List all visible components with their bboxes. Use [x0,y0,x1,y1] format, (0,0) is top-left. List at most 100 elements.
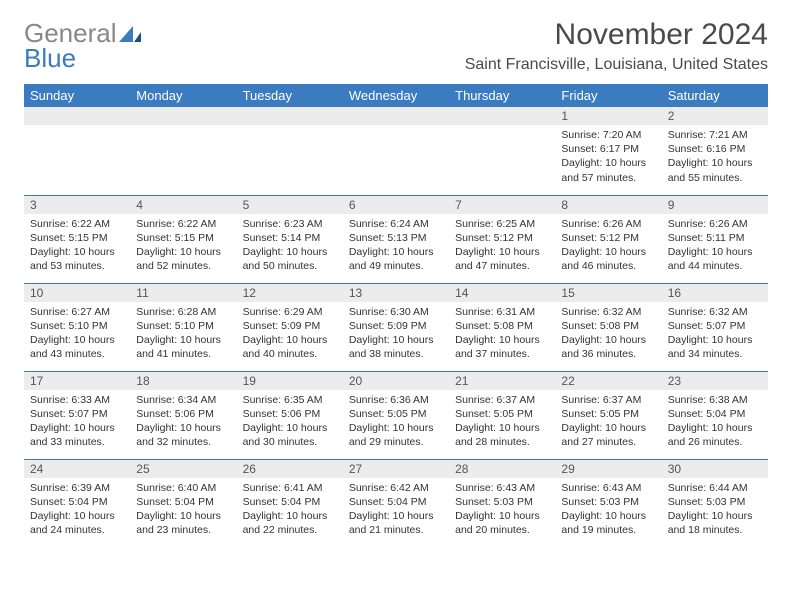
location-text: Saint Francisville, Louisiana, United St… [465,56,768,74]
day-number: 25 [130,460,236,478]
day-number: 20 [343,372,449,390]
calendar-cell: 28Sunrise: 6:43 AMSunset: 5:03 PMDayligh… [449,459,555,547]
calendar-week-row: 1Sunrise: 7:20 AMSunset: 6:17 PMDaylight… [24,107,768,195]
day-details: Sunrise: 7:20 AMSunset: 6:17 PMDaylight:… [555,125,661,188]
calendar-cell: 12Sunrise: 6:29 AMSunset: 5:09 PMDayligh… [237,283,343,371]
day-details: Sunrise: 6:28 AMSunset: 5:10 PMDaylight:… [130,302,236,365]
calendar-cell: 17Sunrise: 6:33 AMSunset: 5:07 PMDayligh… [24,371,130,459]
weekday-header: Wednesday [343,84,449,107]
calendar-cell: 26Sunrise: 6:41 AMSunset: 5:04 PMDayligh… [237,459,343,547]
day-number: 11 [130,284,236,302]
weekday-header: Sunday [24,84,130,107]
day-details: Sunrise: 6:22 AMSunset: 5:15 PMDaylight:… [24,214,130,277]
day-number: 3 [24,196,130,214]
day-details: Sunrise: 6:26 AMSunset: 5:11 PMDaylight:… [662,214,768,277]
day-number: 1 [555,107,661,125]
calendar-cell: 1Sunrise: 7:20 AMSunset: 6:17 PMDaylight… [555,107,661,195]
calendar-cell: 13Sunrise: 6:30 AMSunset: 5:09 PMDayligh… [343,283,449,371]
day-details: Sunrise: 6:31 AMSunset: 5:08 PMDaylight:… [449,302,555,365]
day-details: Sunrise: 6:34 AMSunset: 5:06 PMDaylight:… [130,390,236,453]
day-details: Sunrise: 6:30 AMSunset: 5:09 PMDaylight:… [343,302,449,365]
day-number-empty [343,107,449,125]
day-details: Sunrise: 6:25 AMSunset: 5:12 PMDaylight:… [449,214,555,277]
calendar-cell [343,107,449,195]
day-details: Sunrise: 7:21 AMSunset: 6:16 PMDaylight:… [662,125,768,188]
weekday-header: Tuesday [237,84,343,107]
calendar-cell: 25Sunrise: 6:40 AMSunset: 5:04 PMDayligh… [130,459,236,547]
day-details: Sunrise: 6:23 AMSunset: 5:14 PMDaylight:… [237,214,343,277]
calendar-cell: 15Sunrise: 6:32 AMSunset: 5:08 PMDayligh… [555,283,661,371]
calendar-week-row: 17Sunrise: 6:33 AMSunset: 5:07 PMDayligh… [24,371,768,459]
calendar-cell: 5Sunrise: 6:23 AMSunset: 5:14 PMDaylight… [237,195,343,283]
day-number: 5 [237,196,343,214]
day-number: 30 [662,460,768,478]
calendar-cell [24,107,130,195]
day-number: 21 [449,372,555,390]
day-details: Sunrise: 6:40 AMSunset: 5:04 PMDaylight:… [130,478,236,541]
calendar-cell: 22Sunrise: 6:37 AMSunset: 5:05 PMDayligh… [555,371,661,459]
calendar-cell: 8Sunrise: 6:26 AMSunset: 5:12 PMDaylight… [555,195,661,283]
day-number: 9 [662,196,768,214]
day-details: Sunrise: 6:41 AMSunset: 5:04 PMDaylight:… [237,478,343,541]
day-number: 27 [343,460,449,478]
calendar-cell: 27Sunrise: 6:42 AMSunset: 5:04 PMDayligh… [343,459,449,547]
weekday-header: Monday [130,84,236,107]
day-number: 10 [24,284,130,302]
day-details: Sunrise: 6:32 AMSunset: 5:08 PMDaylight:… [555,302,661,365]
calendar-cell: 4Sunrise: 6:22 AMSunset: 5:15 PMDaylight… [130,195,236,283]
day-details: Sunrise: 6:22 AMSunset: 5:15 PMDaylight:… [130,214,236,277]
day-number: 24 [24,460,130,478]
day-number-empty [130,107,236,125]
calendar-week-row: 3Sunrise: 6:22 AMSunset: 5:15 PMDaylight… [24,195,768,283]
weekday-header: Thursday [449,84,555,107]
day-number: 7 [449,196,555,214]
calendar-cell [449,107,555,195]
day-number: 22 [555,372,661,390]
calendar-week-row: 24Sunrise: 6:39 AMSunset: 5:04 PMDayligh… [24,459,768,547]
day-number: 19 [237,372,343,390]
calendar-cell: 30Sunrise: 6:44 AMSunset: 5:03 PMDayligh… [662,459,768,547]
weekday-header: Friday [555,84,661,107]
calendar-cell: 2Sunrise: 7:21 AMSunset: 6:16 PMDaylight… [662,107,768,195]
day-number: 29 [555,460,661,478]
day-number: 28 [449,460,555,478]
day-details: Sunrise: 6:36 AMSunset: 5:05 PMDaylight:… [343,390,449,453]
day-details: Sunrise: 6:32 AMSunset: 5:07 PMDaylight:… [662,302,768,365]
day-details: Sunrise: 6:33 AMSunset: 5:07 PMDaylight:… [24,390,130,453]
day-number: 14 [449,284,555,302]
day-number: 23 [662,372,768,390]
calendar-cell: 21Sunrise: 6:37 AMSunset: 5:05 PMDayligh… [449,371,555,459]
calendar-cell: 7Sunrise: 6:25 AMSunset: 5:12 PMDaylight… [449,195,555,283]
day-details: Sunrise: 6:42 AMSunset: 5:04 PMDaylight:… [343,478,449,541]
page-header: General Blue November 2024 Saint Francis… [24,18,768,74]
day-details: Sunrise: 6:27 AMSunset: 5:10 PMDaylight:… [24,302,130,365]
day-details: Sunrise: 6:29 AMSunset: 5:09 PMDaylight:… [237,302,343,365]
calendar-cell: 6Sunrise: 6:24 AMSunset: 5:13 PMDaylight… [343,195,449,283]
day-details: Sunrise: 6:26 AMSunset: 5:12 PMDaylight:… [555,214,661,277]
calendar-cell [237,107,343,195]
calendar-cell: 10Sunrise: 6:27 AMSunset: 5:10 PMDayligh… [24,283,130,371]
day-details: Sunrise: 6:35 AMSunset: 5:06 PMDaylight:… [237,390,343,453]
day-number: 13 [343,284,449,302]
calendar-cell: 20Sunrise: 6:36 AMSunset: 5:05 PMDayligh… [343,371,449,459]
day-number: 16 [662,284,768,302]
day-number: 4 [130,196,236,214]
calendar-body: 1Sunrise: 7:20 AMSunset: 6:17 PMDaylight… [24,107,768,547]
calendar-cell: 19Sunrise: 6:35 AMSunset: 5:06 PMDayligh… [237,371,343,459]
logo-sail-icon [119,18,141,49]
day-number: 26 [237,460,343,478]
calendar-cell: 3Sunrise: 6:22 AMSunset: 5:15 PMDaylight… [24,195,130,283]
calendar-cell: 14Sunrise: 6:31 AMSunset: 5:08 PMDayligh… [449,283,555,371]
day-number: 15 [555,284,661,302]
calendar-cell [130,107,236,195]
day-number-empty [24,107,130,125]
day-details: Sunrise: 6:44 AMSunset: 5:03 PMDaylight:… [662,478,768,541]
day-number: 17 [24,372,130,390]
day-details: Sunrise: 6:43 AMSunset: 5:03 PMDaylight:… [555,478,661,541]
day-number: 6 [343,196,449,214]
weekday-header: Saturday [662,84,768,107]
calendar-cell: 11Sunrise: 6:28 AMSunset: 5:10 PMDayligh… [130,283,236,371]
brand-logo: General Blue [24,18,141,74]
day-number: 12 [237,284,343,302]
day-details: Sunrise: 6:38 AMSunset: 5:04 PMDaylight:… [662,390,768,453]
